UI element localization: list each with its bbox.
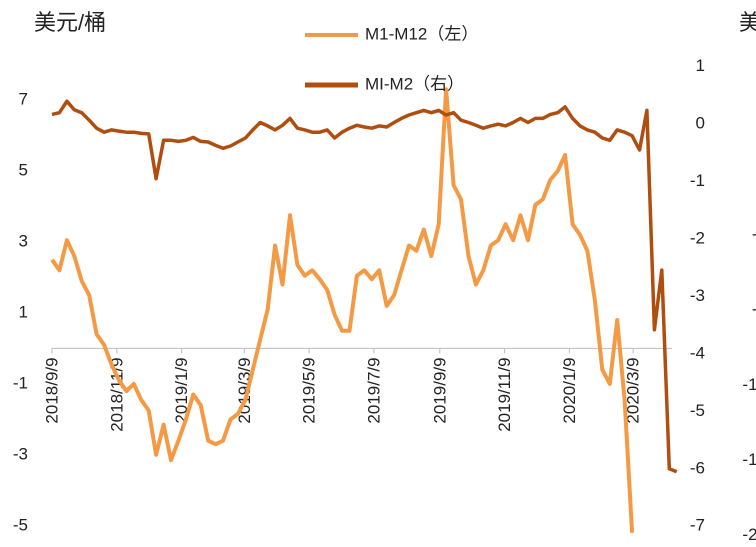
x-tick-label: 2019/9/9 bbox=[430, 357, 449, 423]
x-tick-label: 2018/9/9 bbox=[42, 357, 61, 423]
y2-tick-label: 0 bbox=[696, 114, 705, 133]
x-tick-label: 2019/1/9 bbox=[172, 357, 191, 423]
y-tick-label: -3 bbox=[13, 444, 28, 463]
y2-tick-label: -6 bbox=[690, 458, 705, 477]
y2-tick-label: 1 bbox=[696, 56, 705, 75]
y3-tick-label: -2 bbox=[752, 225, 756, 244]
y2-tick-label: -3 bbox=[690, 286, 705, 305]
y-tick-label: 1 bbox=[19, 302, 28, 321]
y-tick-label: -1 bbox=[13, 373, 28, 392]
y2-tick-label: -1 bbox=[690, 171, 705, 190]
y2-tick-label: -2 bbox=[690, 229, 705, 248]
series-line bbox=[50, 87, 635, 534]
y2-tick-label: -4 bbox=[690, 343, 705, 362]
y2-tick-label: -7 bbox=[690, 516, 705, 535]
y3-axis-title: 美 bbox=[739, 10, 756, 35]
y3-tick-label: -7 bbox=[752, 300, 756, 319]
y-tick-label: -5 bbox=[13, 515, 28, 534]
y2-tick-label: -5 bbox=[690, 401, 705, 420]
y-tick-label: 5 bbox=[19, 160, 28, 179]
series-line bbox=[51, 99, 678, 474]
y3-tick-label: -12 bbox=[742, 375, 756, 394]
y3-tick-label: -17 bbox=[742, 450, 756, 469]
x-tick-label: 2020/1/9 bbox=[560, 357, 579, 423]
x-tick-label: 2018/11/9 bbox=[107, 357, 126, 431]
x-tick-label: 2019/11/9 bbox=[495, 357, 514, 431]
legend-label: M1-M12（左） bbox=[365, 24, 478, 43]
x-tick-label: 2020/3/9 bbox=[624, 357, 643, 423]
y-tick-label: 7 bbox=[19, 90, 28, 109]
y3-tick-label: -22 bbox=[742, 525, 756, 544]
x-tick-label: 2019/5/9 bbox=[300, 357, 319, 423]
legend-label: MI-M2（右） bbox=[365, 74, 464, 93]
x-tick-label: 2019/7/9 bbox=[364, 357, 383, 423]
y-axis-title: 美元/桶 bbox=[34, 10, 106, 35]
y-tick-label: 3 bbox=[19, 231, 28, 250]
